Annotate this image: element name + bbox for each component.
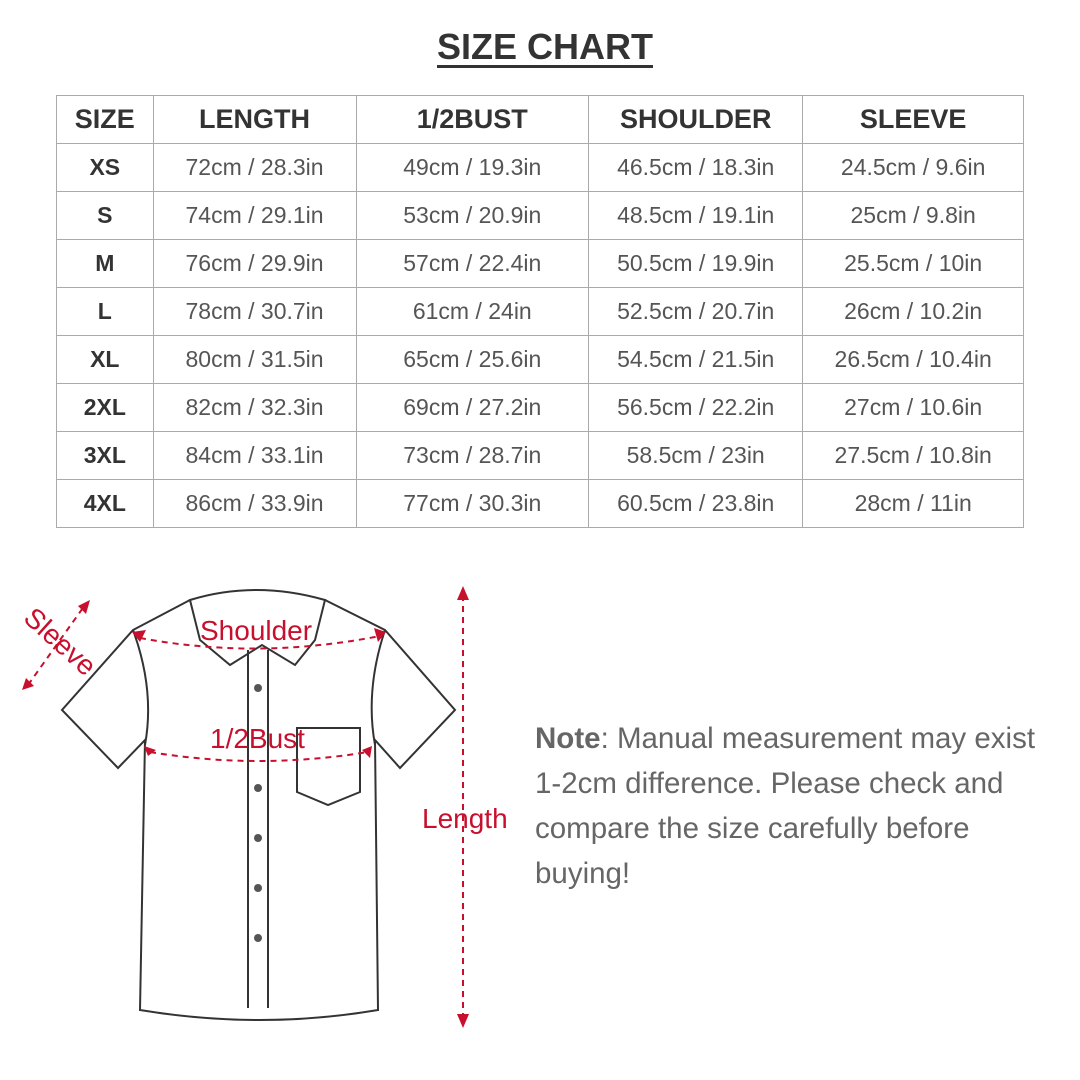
size-cell: XL [56,335,154,384]
measurement-cell: 26.5cm / 10.4in [802,335,1024,384]
table-row: L 78cm / 30.7in 61cm / 24in 52.5cm / 20.7in… [56,287,1024,336]
measurement-cell: 24.5cm / 9.6in [802,143,1024,192]
column-header: LENGTH [152,95,357,144]
measurement-cell: 65cm / 25.6in [355,335,590,384]
table-row: M 76cm / 29.9in 57cm / 22.4in 50.5cm / 19.9… [56,239,1024,288]
size-table: SIZE LENGTH 1/2BUST SHOULDER SLEEVE XS 72cm /… [56,95,1024,528]
table-row: XS 72cm / 28.3in 49cm / 19.3in 46.5cm / 18.… [56,143,1024,192]
measurement-cell: 80cm / 31.5in [152,335,357,384]
length-label: Length [422,803,508,834]
measurement-cell: 61cm / 24in [355,287,590,336]
measurement-cell: 86cm / 33.9in [152,479,357,528]
page-title: SIZE CHART [437,26,653,67]
column-header: 1/2BUST [355,95,590,144]
measurement-cell: 46.5cm / 18.3in [588,143,804,192]
size-cell: M [56,239,154,288]
measurement-cell: 58.5cm / 23in [588,431,804,480]
shirt-diagram: Shoulder 1/2Bust Length Sleeve [18,586,508,1028]
measurement-cell: 60.5cm / 23.8in [588,479,804,528]
measurement-cell: 50.5cm / 19.9in [588,239,804,288]
measurement-cell: 48.5cm / 19.1in [588,191,804,240]
measurement-cell: 52.5cm / 20.7in [588,287,804,336]
table-row: XL 80cm / 31.5in 65cm / 25.6in 54.5cm / 21.… [56,335,1024,384]
pocket [296,727,361,807]
measurement-cell: 28cm / 11in [802,479,1024,528]
size-cell: 4XL [56,479,154,528]
measurement-cell: 56.5cm / 22.2in [588,383,804,432]
table-row: 4XL 86cm / 33.9in 77cm / 30.3in 60.5cm / 23… [56,479,1024,528]
table-header: SIZE LENGTH 1/2BUST SHOULDER SLEEVE [56,95,1024,144]
measurement-cell: 53cm / 20.9in [355,191,590,240]
table-row: 2XL 82cm / 32.3in 69cm / 27.2in 56.5cm / 22… [56,383,1024,432]
column-header: SHOULDER [588,95,804,144]
measurement-cell: 72cm / 28.3in [152,143,357,192]
measurement-cell: 49cm / 19.3in [355,143,590,192]
measurement-cell: 84cm / 33.1in [152,431,357,480]
measurement-cell: 74cm / 29.1in [152,191,357,240]
shoulder-label: Shoulder [200,615,312,646]
measurement-cell: 57cm / 22.4in [355,239,590,288]
size-cell: S [56,191,154,240]
note: Note: Manual measurement may exist 1-2cm… [535,716,1055,896]
column-header: SIZE [56,95,154,144]
shirt-collar [188,589,327,667]
table-row: 3XL 84cm / 33.1in 73cm / 28.7in 58.5cm / 23… [56,431,1024,480]
measurement-cell: 76cm / 29.9in [152,239,357,288]
column-header: SLEEVE [802,95,1024,144]
sleeve-label: Sleeve [18,601,102,681]
measurement-cell: 27.5cm / 10.8in [802,431,1024,480]
measurement-cell: 54.5cm / 21.5in [588,335,804,384]
size-cell: 2XL [56,383,154,432]
measurement-cell: 69cm / 27.2in [355,383,590,432]
table-row: S 74cm / 29.1in 53cm / 20.9in 48.5cm / 19.1… [56,191,1024,240]
measurement-cell: 78cm / 30.7in [152,287,357,336]
measurement-cell: 25.5cm / 10in [802,239,1024,288]
bust-label: 1/2Bust [210,723,305,754]
measurement-cell: 27cm / 10.6in [802,383,1024,432]
note-text: : Manual measurement may exist 1-2cm dif… [535,722,1036,890]
measurement-cell: 77cm / 30.3in [355,479,590,528]
note-label: Note [535,722,601,755]
measurement-cell: 25cm / 9.8in [802,191,1024,240]
measurement-cell: 26cm / 10.2in [802,287,1024,336]
size-cell: XS [56,143,154,192]
size-cell: L [56,287,154,336]
measurement-cell: 73cm / 28.7in [355,431,590,480]
size-cell: 3XL [56,431,154,480]
shirt-body [60,599,457,1021]
measurement-cell: 82cm / 32.3in [152,383,357,432]
